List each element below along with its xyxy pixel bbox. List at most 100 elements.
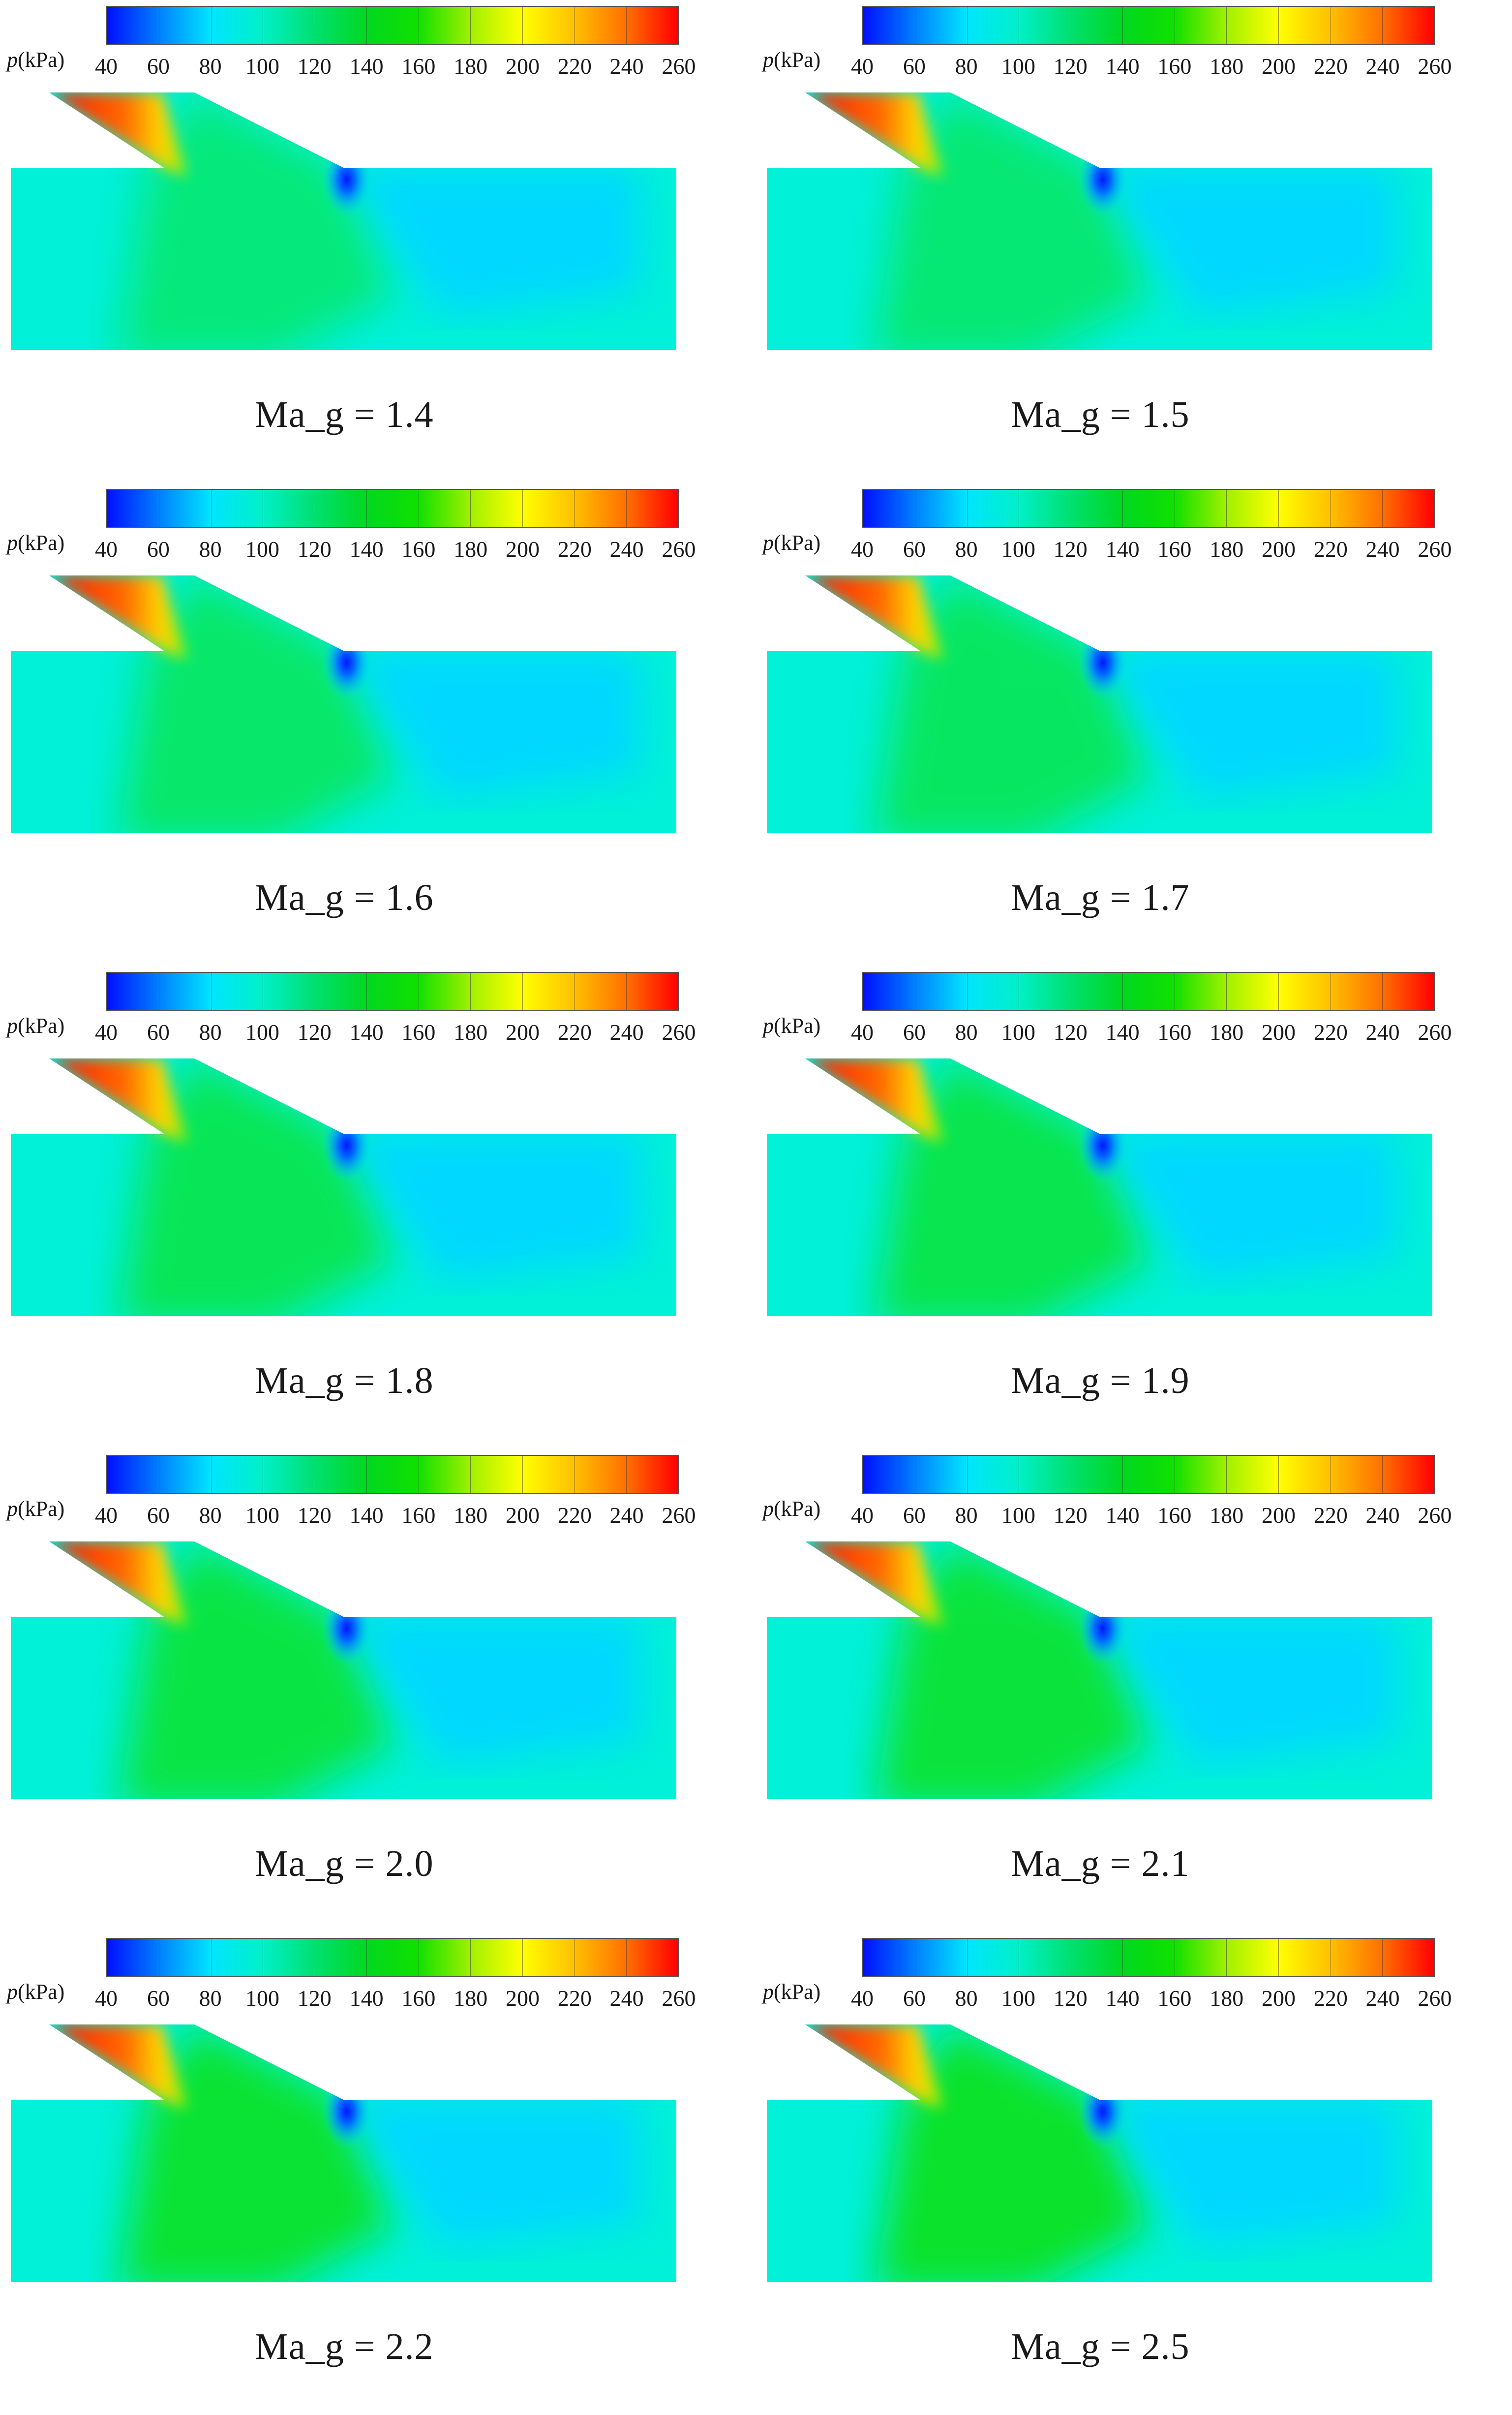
pressure-contour-field [767,92,1432,350]
colorbar-band-divider [1382,490,1383,527]
colorbar-tick-label: 100 [1001,54,1035,79]
colorbar-tick-label: 260 [1418,537,1452,562]
colorbar-tick-label: 140 [1105,54,1140,79]
colorbar-band-divider [626,1939,627,1976]
colorbar-variable: p [7,531,18,555]
colorbar-tick-label: 100 [245,54,279,79]
colorbar-tick-label: 120 [297,1503,332,1528]
colorbar-band-divider [522,1939,523,1976]
colorbar-tick-label: 80 [199,1986,222,2011]
colorbar-band-divider [1122,973,1123,1010]
colorbar-band-divider [1226,490,1227,527]
colorbar-tick-label: 200 [506,1986,540,2011]
colorbar-band-divider [574,7,575,44]
colorbar-tick-label: 40 [851,1503,874,1528]
panel-caption: Ma_g = 2.5 [1011,2326,1190,2367]
colorbar-band-divider [1226,1939,1227,1976]
colorbar-tick-label: 80 [955,1986,978,2011]
colorbar-variable: p [7,1014,18,1038]
colorbar-tick-label: 240 [1365,537,1400,562]
colorbar-tick-label: 80 [199,537,222,562]
colorbar-tick-label: 160 [401,537,436,562]
pressure-colorbar [862,489,1435,528]
colorbar-tick-label: 40 [95,537,118,562]
colorbar-band-divider [1226,1456,1227,1493]
pressure-contour-field [11,575,676,833]
colorbar-tick-label: 120 [1053,54,1088,79]
colorbar-tick-label: 220 [1313,1020,1348,1045]
colorbar-band-divider [470,490,471,527]
colorbar-label: p(kPa) [7,47,64,72]
colorbar-band-divider [1382,973,1383,1010]
colorbar-tick-label: 160 [1157,537,1192,562]
colorbar-band-divider [626,7,627,44]
colorbar-band-divider [1122,1939,1123,1976]
colorbar-variable: p [7,1497,18,1521]
panel-caption: Ma_g = 2.1 [1011,1843,1190,1884]
colorbar-tick-label: 220 [1313,537,1348,562]
colorbar-band-divider [211,1939,212,1976]
colorbar-band-divider [1330,490,1331,527]
colorbar-tick-label: 120 [297,54,332,79]
colorbar-band-divider [1122,490,1123,527]
colorbar-band-divider [967,1939,968,1976]
contour-panel: p(kPa) 40 60 80 100 120 140 160 180 200 220 240 260 M… [0,966,756,1449]
colorbar-band-divider [211,490,212,527]
panel-caption: Ma_g = 1.9 [1011,1360,1190,1401]
colorbar-tick-label: 60 [147,1020,170,1045]
colorbar-tick-label: 240 [609,537,644,562]
colorbar-tick-label: 80 [199,54,222,79]
colorbar-variable: p [763,1980,774,2004]
colorbar-tick-label: 220 [557,54,592,79]
colorbar-band-divider [967,7,968,44]
colorbar-band-divider [1226,7,1227,44]
colorbar-band-divider [1330,973,1331,1010]
colorbar-label: p(kPa) [763,47,820,72]
colorbar-tick-label: 200 [506,537,540,562]
colorbar-tick-label: 60 [147,537,170,562]
colorbar-tick-label: 140 [349,1503,384,1528]
colorbar-band-divider [366,7,367,44]
colorbar-tick-label: 260 [1418,1986,1452,2011]
colorbar-tick-label: 40 [851,537,874,562]
colorbar-tick-label: 120 [297,1986,332,2011]
colorbar-band-divider [574,490,575,527]
panel-caption: Ma_g = 2.0 [255,1843,434,1884]
colorbar-tick-label: 60 [147,1986,170,2011]
colorbar-tick-label: 180 [1210,1986,1244,2011]
colorbar-tick-label: 180 [1210,1020,1244,1045]
colorbar-tick-label: 220 [1313,1503,1348,1528]
colorbar-tick-label: 200 [1262,537,1296,562]
contour-panel: p(kPa) 40 60 80 100 120 140 160 180 200 220 240 260 M… [0,1932,756,2415]
colorbar-tick-label: 80 [199,1503,222,1528]
colorbar-tick-label: 240 [609,1020,644,1045]
colorbar-tick-label: 240 [609,1986,644,2011]
colorbar-band-divider [470,7,471,44]
colorbar-band-divider [574,1456,575,1493]
colorbar-tick-label: 240 [609,54,644,79]
colorbar-tick-label: 80 [955,537,978,562]
colorbar-unit: (kPa) [18,1497,65,1521]
colorbar-tick-label: 120 [1053,537,1088,562]
pressure-colorbar [106,1938,679,1977]
colorbar-tick-label: 180 [1210,54,1244,79]
pressure-contour-field [11,1541,676,1799]
pressure-colorbar [106,6,679,45]
pressure-colorbar [106,972,679,1011]
colorbar-band-divider [626,973,627,1010]
colorbar-band-divider [1278,7,1279,44]
colorbar-band-divider [574,1939,575,1976]
colorbar-tick-label: 220 [557,1503,592,1528]
colorbar-tick-label: 220 [557,537,592,562]
colorbar-tick-label: 200 [506,1020,540,1045]
colorbar-tick-label: 200 [1262,1503,1296,1528]
pressure-contour-field [767,2024,1432,2282]
colorbar-tick-label: 160 [1157,54,1192,79]
colorbar-tick-label: 200 [1262,1986,1296,2011]
colorbar-tick-label: 100 [1001,1020,1035,1045]
panel-caption: Ma_g = 1.4 [255,394,434,435]
colorbar-variable: p [763,1014,774,1038]
colorbar-band-divider [211,1456,212,1493]
colorbar-tick-label: 160 [401,54,436,79]
panel-caption: Ma_g = 1.5 [1011,394,1190,435]
